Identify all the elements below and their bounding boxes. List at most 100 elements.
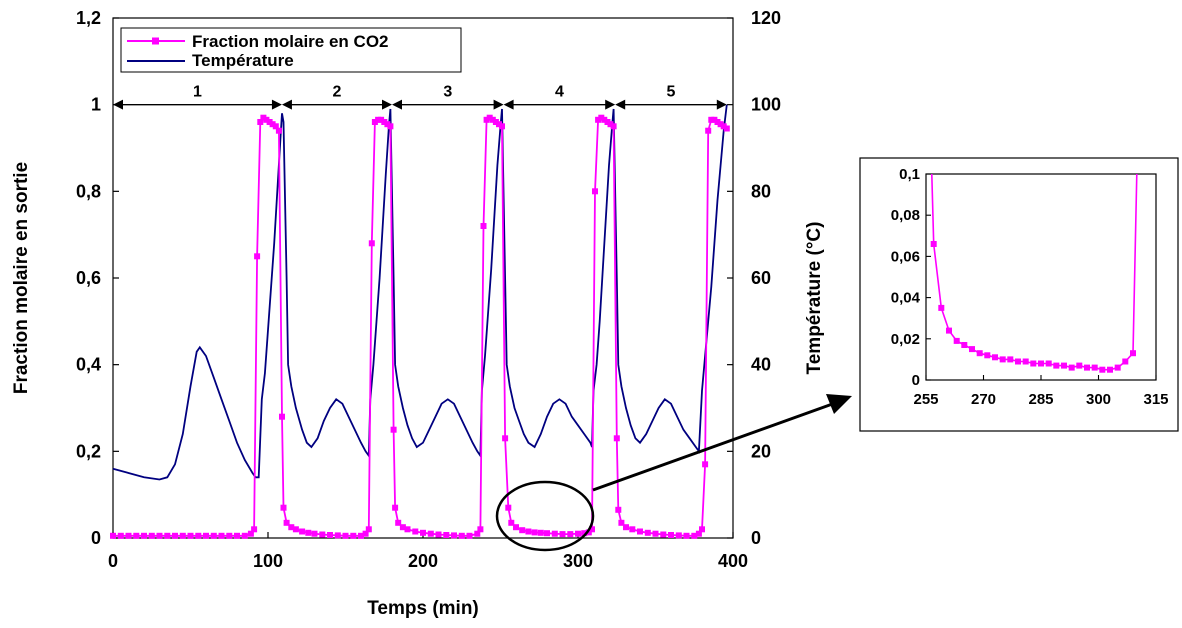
co2-data-point <box>519 527 526 534</box>
inset-co2-data-point <box>1114 364 1121 371</box>
y2-axis-title: Température (°C) <box>804 222 825 375</box>
co2-data-point <box>172 532 178 539</box>
co2-data-point <box>451 532 457 539</box>
inset-co2-data-point <box>1107 366 1113 373</box>
legend: Fraction molaire en CO2 Température <box>120 27 462 73</box>
co2-data-point <box>156 532 163 539</box>
inset-co2-data-point <box>930 241 937 247</box>
inset-co2-data-point <box>999 356 1006 363</box>
inset-co2-data-point <box>946 327 952 334</box>
inset-co2-data-point <box>1091 364 1098 371</box>
co2-data-point <box>257 119 264 125</box>
cycle-arrow-head-right <box>382 99 392 110</box>
co2-data-point <box>371 119 378 125</box>
co2-data-point <box>705 127 712 134</box>
co2-data-point <box>551 530 558 537</box>
co2-data-point <box>717 121 724 128</box>
co2-data-point <box>311 530 318 537</box>
co2-data-point <box>480 223 487 229</box>
inset-y-tick-label: 0 <box>912 372 920 389</box>
inset-co2-data-point <box>1076 362 1083 369</box>
left-y-tick-label: 0,8 <box>76 181 101 201</box>
co2-data-point <box>702 461 709 468</box>
co2-data-point <box>531 529 538 536</box>
co2-data-point <box>435 531 442 538</box>
co2-data-point <box>691 532 698 539</box>
inset-co2-data-point <box>1007 356 1014 363</box>
co2-data-point <box>241 532 248 539</box>
right-y-tick-label: 0 <box>751 528 761 548</box>
left-y-tick-label: 0 <box>91 528 101 548</box>
co2-data-point <box>492 119 499 125</box>
co2-data-point <box>581 530 588 537</box>
co2-data-point <box>483 116 490 123</box>
zoom-arrow-line <box>592 400 839 492</box>
co2-data-point <box>537 529 544 536</box>
co2-data-point <box>263 116 270 123</box>
co2-data-point <box>443 532 450 538</box>
inset-co2-data-point <box>969 346 975 353</box>
co2-data-point <box>365 526 372 533</box>
main-series-group <box>110 104 730 539</box>
co2-data-point <box>133 532 140 539</box>
x-tick-label: 200 <box>408 551 438 571</box>
co2-data-point <box>218 532 225 539</box>
co2-data-point <box>392 504 399 511</box>
co2-data-point <box>412 528 419 535</box>
zoom-arrow-head <box>826 394 852 414</box>
cycle-arrow-head-left <box>281 99 292 110</box>
inset-co2-data-point <box>1061 362 1067 369</box>
x-tick-label: 400 <box>718 551 748 571</box>
inset-y-tick-label: 0,06 <box>891 248 920 265</box>
left-y-tick-label: 0,4 <box>76 355 101 375</box>
co2-data-point <box>592 188 598 195</box>
co2-data-point <box>610 123 617 130</box>
co2-data-point <box>575 530 581 537</box>
legend-box <box>120 27 462 73</box>
right-y-tick-label: 40 <box>751 355 771 375</box>
cycle-label: 2 <box>333 84 342 101</box>
inset-x-tick-label: 255 <box>913 391 938 408</box>
legend-co2-label: Fraction molaire en CO2 <box>192 32 389 51</box>
co2-data-point <box>474 530 481 537</box>
co2-data-point <box>378 116 385 123</box>
co2-data-point <box>723 125 730 132</box>
co2-data-point <box>272 123 279 130</box>
inset-co2-data-point <box>1122 358 1129 365</box>
cycle-arrow-head-left <box>615 99 626 110</box>
legend-temperature-label: Température <box>192 51 294 70</box>
inset-co2-data-point <box>1084 364 1090 371</box>
co2-data-point <box>210 532 217 539</box>
right-y-tick-label: 120 <box>751 8 781 28</box>
cycle-arrows: 1 2 3 4 5 <box>113 84 727 110</box>
co2-data-point <box>699 526 705 533</box>
x-axis: 0 100 200 300 400 <box>108 532 748 571</box>
co2-data-point <box>629 526 636 533</box>
inset-co2-data-point <box>1130 350 1136 357</box>
inset-co2-data-point <box>992 354 998 361</box>
co2-fraction-line <box>113 116 728 537</box>
co2-data-point <box>559 531 566 538</box>
co2-data-point <box>668 532 674 538</box>
co2-data-point <box>269 121 276 128</box>
co2-data-point <box>525 528 532 535</box>
co2-data-point <box>148 532 155 539</box>
co2-data-point <box>695 530 702 537</box>
co2-data-point <box>390 426 397 433</box>
left-y-tick-label: 0,6 <box>76 268 101 288</box>
co2-data-point <box>714 119 721 125</box>
co2-data-point <box>615 506 622 513</box>
cycle-label: 5 <box>667 84 676 101</box>
cycle-arrow-head-right <box>271 99 282 110</box>
co2-data-point <box>251 526 258 533</box>
co2-data-point <box>404 526 411 533</box>
inset-co2-data-point <box>1068 364 1075 371</box>
co2-data-point <box>589 526 595 533</box>
co2-data-point <box>508 519 515 526</box>
co2-data-point <box>334 532 341 539</box>
x-tick-label: 0 <box>108 551 118 571</box>
co2-data-point <box>358 532 364 539</box>
co2-data-point <box>319 531 326 538</box>
co2-data-point <box>327 532 333 538</box>
